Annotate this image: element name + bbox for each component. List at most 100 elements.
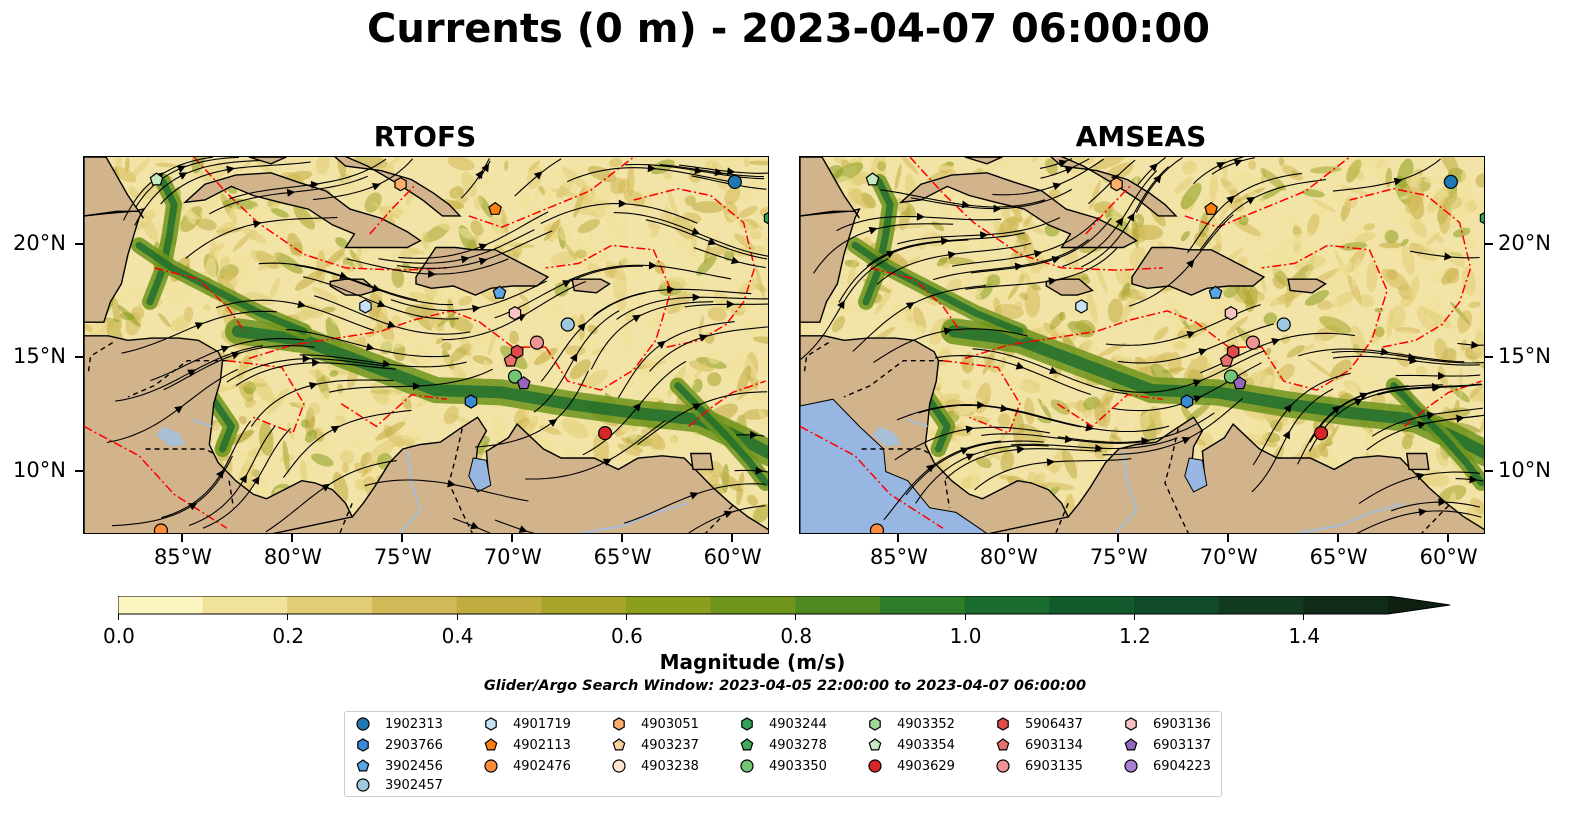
colorbar-segment [1303, 596, 1389, 614]
float-marker-4901719[interactable] [359, 299, 372, 314]
land-centralAmerica [84, 208, 768, 533]
lon-tick-mark [180, 534, 183, 542]
colorbar-segment [710, 596, 796, 614]
lon-tick-label: 75°W [1089, 545, 1148, 569]
float-marker-3902456[interactable] [492, 285, 507, 299]
float-marker-4902476[interactable] [869, 523, 885, 534]
streamline-arrow [251, 475, 260, 485]
colorbar-tick-mark [118, 614, 119, 620]
streamline-arrow [1353, 398, 1363, 406]
lon-tick-mark [620, 534, 623, 542]
streamline-arrow [694, 166, 703, 175]
float-marker-3902456[interactable] [1208, 285, 1223, 299]
streamline-arrow [1246, 196, 1256, 205]
land-jamaica [1045, 278, 1094, 296]
float-marker-6903137[interactable] [516, 376, 531, 390]
float-marker-5906437[interactable] [510, 344, 524, 359]
legend-marker-pentagon-icon [484, 738, 498, 751]
lon-tick-mark [1116, 534, 1119, 542]
streamline-arrow [947, 250, 957, 259]
legend-item: 4901719 [483, 714, 571, 734]
panel-title-amseas: AMSEAS [1075, 120, 1207, 153]
streamline-arrow [1033, 250, 1043, 258]
legend-item: 6903137 [1123, 735, 1211, 755]
lon-tick-mark [510, 534, 513, 542]
legend-item: 3902457 [355, 775, 443, 795]
lon-tick-mark [290, 534, 293, 542]
float-marker-4903350[interactable] [507, 369, 523, 384]
colorbar-tick-mark [287, 614, 289, 620]
streamline-arrow [1048, 277, 1057, 286]
streamline-arrow [548, 419, 558, 427]
float-marker-3902457[interactable] [1276, 317, 1291, 332]
legend-item: 3902456 [355, 756, 443, 776]
float-marker-4902113[interactable] [488, 201, 503, 215]
legend-label: 6904223 [1153, 758, 1211, 774]
float-marker-6903136[interactable] [1224, 306, 1238, 321]
lake-maracaibo [468, 457, 492, 493]
colorbar-tick-mark [1303, 614, 1305, 620]
streamline-arrow [1016, 445, 1025, 454]
streamline-arrow [220, 345, 230, 353]
float-marker-6903137[interactable] [1232, 376, 1247, 390]
lake-maracaibo [1184, 457, 1208, 493]
float-marker-6903136[interactable] [508, 306, 522, 321]
float-marker-6903134[interactable] [1219, 353, 1234, 367]
legend-item: 4903352 [867, 714, 955, 734]
land-centralAmerica [800, 208, 1484, 533]
float-marker-6903135[interactable] [529, 335, 545, 350]
streamline-arrow [339, 271, 349, 280]
lon-tick-label: 60°W [703, 545, 762, 569]
streamline-arrow [286, 188, 296, 197]
streamline-arrow [1407, 353, 1417, 362]
float-marker-4903051[interactable] [1110, 177, 1123, 192]
lon-tick-mark [1006, 534, 1009, 542]
legend-label: 4903051 [641, 716, 699, 732]
colorbar-segment [964, 596, 1050, 614]
streamline-arrow [905, 302, 915, 310]
streamline-arrow [1115, 217, 1124, 227]
float-marker-5906437[interactable] [1226, 344, 1240, 359]
lon-tick-label: 65°W [1309, 545, 1368, 569]
float-marker-4902113[interactable] [1204, 201, 1219, 215]
streamline-arrow [943, 327, 953, 336]
land-florida [964, 157, 1003, 165]
streamline-arrow [1186, 330, 1196, 339]
float-marker-4903354[interactable] [149, 172, 164, 186]
float-marker-6903134[interactable] [503, 353, 518, 367]
legend-marker-pentagon-icon [740, 738, 754, 751]
map-canvas-amseas [800, 157, 1485, 534]
country-borders [803, 342, 1450, 533]
lon-tick-label: 60°W [1419, 545, 1478, 569]
lon-tick-mark [1336, 534, 1339, 542]
float-marker-1902313[interactable] [727, 174, 742, 189]
colorbar-tick-label: 1.0 [949, 624, 982, 648]
float-marker-2903766[interactable] [1180, 394, 1194, 409]
legend-label: 5906437 [1025, 716, 1083, 732]
lon-tick-mark [896, 534, 899, 542]
float-marker-4903350[interactable] [1223, 369, 1239, 384]
float-marker-4903244[interactable] [763, 212, 769, 225]
legend-marker-pentagon-icon [356, 759, 370, 772]
legend-label: 4903237 [641, 737, 699, 753]
streamline-arrow [1226, 195, 1235, 204]
float-marker-2903766[interactable] [464, 394, 478, 409]
float-marker-4903051[interactable] [394, 177, 407, 192]
float-marker-4902476[interactable] [153, 523, 169, 534]
float-marker-4903354[interactable] [865, 172, 880, 186]
lon-tick-label: 80°W [263, 545, 322, 569]
float-marker-4901719[interactable] [1075, 299, 1088, 314]
streamline-arrow [569, 353, 578, 362]
float-marker-6903135[interactable] [1245, 335, 1261, 350]
float-marker-1902313[interactable] [1443, 174, 1458, 189]
streamline-arrow [707, 237, 717, 246]
streamline-arrow [1393, 177, 1403, 186]
float-marker-4903629[interactable] [597, 426, 613, 441]
float-marker-4903629[interactable] [1313, 426, 1329, 441]
streamline-arrow [1418, 508, 1428, 517]
streamline-arrow [562, 280, 572, 288]
float-marker-4903244[interactable] [1479, 212, 1485, 225]
float-marker-3902457[interactable] [560, 317, 575, 332]
lon-tick-label: 70°W [483, 545, 542, 569]
land-cuba [183, 172, 422, 249]
